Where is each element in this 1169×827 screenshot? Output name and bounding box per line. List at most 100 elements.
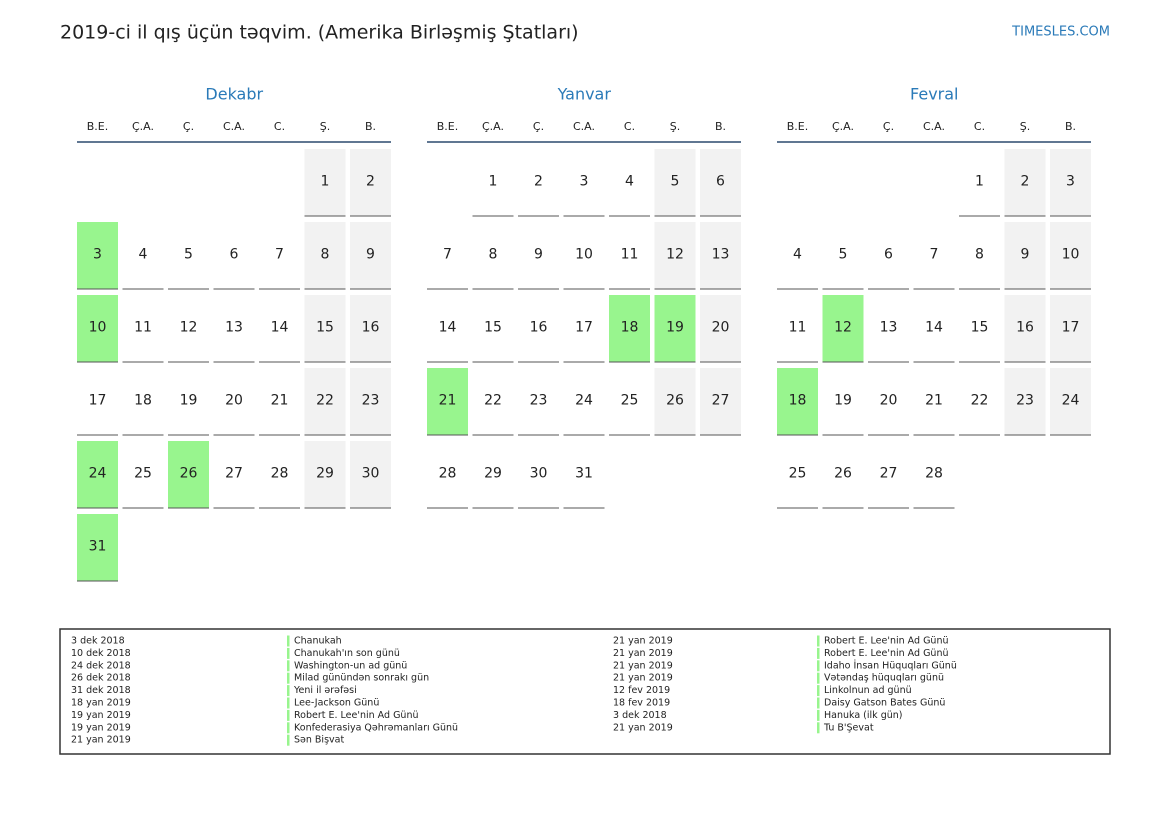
day-cell bbox=[77, 222, 118, 289]
day-number: 16 bbox=[1016, 320, 1034, 336]
day-number: 1 bbox=[489, 174, 498, 190]
event-name: Robert E. Lee'nin Ad Günü bbox=[824, 648, 949, 659]
event-marker bbox=[817, 672, 820, 684]
day-cell bbox=[304, 295, 346, 362]
weekday: B. bbox=[365, 120, 376, 133]
event-name: Robert E. Lee'nin Ad Günü bbox=[294, 710, 419, 721]
day-number: 28 bbox=[925, 466, 943, 482]
day-number: 9 bbox=[534, 247, 543, 263]
day-cell bbox=[304, 149, 346, 216]
event-marker bbox=[817, 647, 820, 659]
day-number: 2 bbox=[534, 174, 543, 190]
event-date: 21 yan 2019 bbox=[71, 735, 131, 746]
event-name: Hanuka (ilk gün) bbox=[824, 710, 902, 721]
day-number: 28 bbox=[271, 466, 289, 482]
day-number: 8 bbox=[489, 247, 498, 263]
day-cell bbox=[654, 222, 696, 289]
event-name: Daisy Gatson Bates Günü bbox=[824, 698, 945, 709]
weekday: Ş. bbox=[670, 120, 680, 133]
site-link[interactable]: TIMESLES.COM bbox=[1011, 25, 1110, 40]
day-number: 9 bbox=[366, 247, 375, 263]
day-number: 16 bbox=[530, 320, 548, 336]
day-number: 3 bbox=[580, 174, 589, 190]
weekday: B. bbox=[1065, 120, 1076, 133]
day-cell bbox=[350, 295, 391, 362]
event-date: 26 dek 2018 bbox=[71, 673, 131, 684]
day-number: 5 bbox=[839, 247, 848, 263]
day-cell bbox=[350, 441, 391, 508]
day-cell bbox=[700, 295, 741, 362]
event-marker bbox=[287, 722, 290, 734]
day-cell bbox=[77, 441, 118, 508]
day-number: 15 bbox=[484, 320, 502, 336]
day-number: 20 bbox=[225, 393, 243, 409]
day-number: 15 bbox=[316, 320, 334, 336]
event-marker bbox=[817, 697, 820, 709]
event-date: 18 yan 2019 bbox=[71, 698, 131, 709]
event-name: Linkolnun ad günü bbox=[824, 685, 912, 696]
day-number: 17 bbox=[575, 320, 593, 336]
event-date: 3 dek 2018 bbox=[613, 710, 667, 721]
event-marker bbox=[287, 709, 290, 721]
day-cell bbox=[654, 149, 696, 216]
day-number: 14 bbox=[271, 320, 289, 336]
day-number: 14 bbox=[925, 320, 943, 336]
day-number: 29 bbox=[484, 466, 502, 482]
day-cell bbox=[304, 368, 346, 435]
day-cell bbox=[700, 222, 741, 289]
event-marker bbox=[817, 709, 820, 721]
weekday: Ç.A. bbox=[132, 120, 154, 133]
event-date: 19 yan 2019 bbox=[71, 722, 131, 733]
day-number: 16 bbox=[362, 320, 380, 336]
day-number: 19 bbox=[666, 320, 684, 336]
day-number: 19 bbox=[834, 393, 852, 409]
day-cell bbox=[609, 295, 650, 362]
day-number: 7 bbox=[930, 247, 939, 263]
day-cell bbox=[777, 368, 818, 435]
weekday: C.A. bbox=[923, 120, 945, 133]
day-number: 23 bbox=[362, 393, 380, 409]
day-number: 27 bbox=[225, 466, 243, 482]
day-number: 11 bbox=[134, 320, 152, 336]
day-number: 20 bbox=[880, 393, 898, 409]
day-cell bbox=[1004, 295, 1046, 362]
day-cell bbox=[1050, 149, 1091, 216]
event-name: Chanukah bbox=[294, 636, 342, 647]
event-name: Konfederasiya Qəhrəmanları Günü bbox=[294, 722, 458, 733]
weekday: Ş. bbox=[1020, 120, 1030, 133]
day-number: 10 bbox=[1062, 247, 1080, 263]
day-cell bbox=[700, 368, 741, 435]
event-name: Tu B'Şevat bbox=[823, 722, 874, 733]
day-number: 11 bbox=[621, 247, 639, 263]
day-cell bbox=[654, 295, 696, 362]
event-date: 10 dek 2018 bbox=[71, 648, 131, 659]
event-marker bbox=[287, 697, 290, 709]
day-cell bbox=[1050, 368, 1091, 435]
day-cell bbox=[822, 295, 864, 362]
event-marker bbox=[287, 672, 290, 684]
event-name: Chanukah'ın son günü bbox=[294, 648, 400, 659]
day-number: 22 bbox=[971, 393, 989, 409]
day-number: 7 bbox=[275, 247, 284, 263]
event-marker bbox=[287, 734, 290, 746]
day-number: 13 bbox=[880, 320, 898, 336]
day-number: 2 bbox=[366, 174, 375, 190]
day-number: 28 bbox=[439, 466, 457, 482]
weekday: B.E. bbox=[787, 120, 809, 133]
weekday: C. bbox=[624, 120, 635, 133]
day-number: 8 bbox=[975, 247, 984, 263]
day-number: 6 bbox=[716, 174, 725, 190]
month-name: Fevral bbox=[910, 85, 958, 104]
event-name: Robert E. Lee'nin Ad Günü bbox=[824, 636, 949, 647]
weekday: Ç.A. bbox=[482, 120, 504, 133]
day-number: 21 bbox=[439, 393, 457, 409]
day-number: 18 bbox=[789, 393, 807, 409]
day-number: 3 bbox=[93, 247, 102, 263]
day-number: 17 bbox=[89, 393, 107, 409]
day-number: 26 bbox=[666, 393, 684, 409]
event-name: Lee-Jackson Günü bbox=[294, 698, 379, 709]
day-number: 13 bbox=[225, 320, 243, 336]
day-number: 27 bbox=[712, 393, 730, 409]
event-marker bbox=[817, 685, 820, 697]
